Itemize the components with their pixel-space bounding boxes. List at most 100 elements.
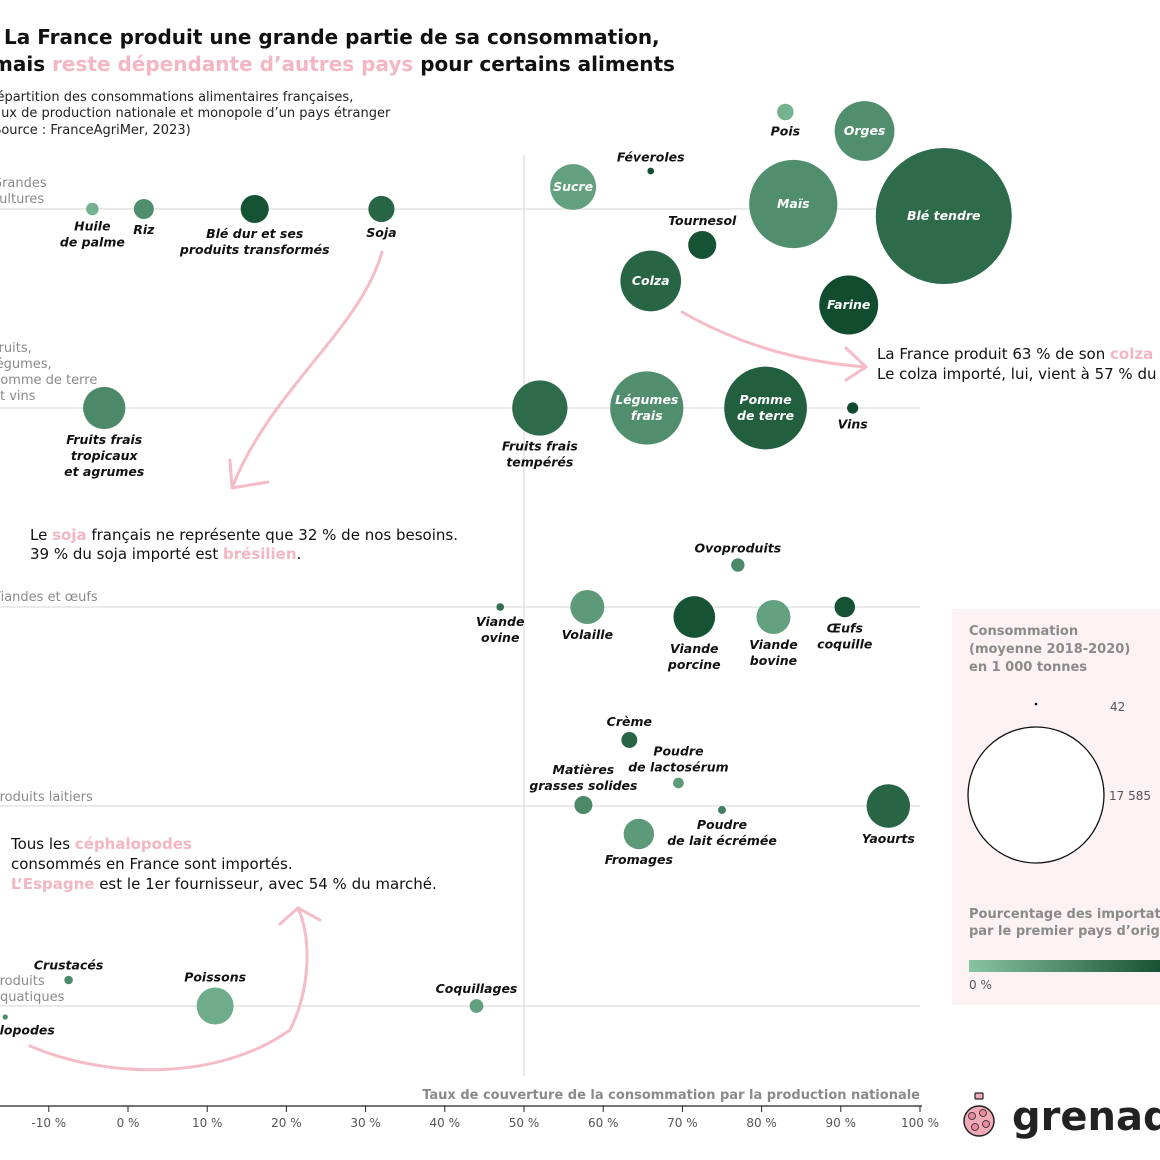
- colza-arrow: [680, 310, 868, 369]
- cephalo-annotation-line3-end: est le 1er fournisseur, avec 54 % du mar…: [94, 875, 436, 893]
- bubble-circle-colza: [620, 250, 682, 312]
- colza-annotation-highlight: colza: [1110, 345, 1153, 363]
- bubble-label-tournesol: Tournesol: [668, 213, 737, 228]
- x-tick-label: 30 %: [350, 1116, 381, 1130]
- bubble-circle-crustaces: [64, 975, 73, 985]
- bubble-label-poudre-de-lactoserum: de lactosérum: [628, 760, 728, 775]
- colza-annotation-line1: La France produit 63 % de son colza: [877, 345, 1153, 363]
- bubble-label-viande-porcine: Viande: [670, 641, 719, 656]
- cephalo-annotation-line3: L’Espagne est le 1er fournisseur, avec 5…: [11, 875, 437, 893]
- bubble-vins: Vins: [838, 402, 868, 432]
- x-tick-label: 20 %: [271, 1116, 302, 1130]
- bubble-circle-viande-porcine: [673, 596, 716, 638]
- bubble-label-matieres-grasses-solides: Matières: [553, 762, 615, 777]
- bubble-circle-matieres-grasses-solides: [574, 795, 593, 815]
- bubble-circle-orges: [834, 101, 895, 161]
- legend-color-title-line1: Pourcentage des importations: [969, 907, 1160, 922]
- bubble-label-viande-ovine: ovine: [481, 630, 519, 645]
- cephalo-annotation-line1-start: Tous les: [10, 835, 75, 853]
- colza-annotation-line1-start: La France produit 63 % de son: [877, 345, 1110, 363]
- group-label-fruits: et vins: [0, 389, 36, 404]
- soja-annotation-highlight: soja: [52, 526, 87, 544]
- bubble-label-poudre-de-lactoserum: Poudre: [653, 744, 703, 759]
- brand-logo: grenadine: [963, 1092, 1160, 1140]
- bubble-label-viande-porcine: porcine: [667, 657, 721, 672]
- subtitle-line2: taux de production nationale et monopole…: [0, 106, 391, 121]
- bubble-label-viande-bovine: Viande: [749, 637, 798, 652]
- group-label-grandes: cultures: [0, 192, 44, 207]
- bubble-label-yaourts: Yaourts: [862, 831, 915, 846]
- bubble-circle-viande-bovine: [756, 599, 791, 635]
- bubble-cephalopodes: Céphalopodes: [0, 1014, 55, 1038]
- bubble-label-oeufs-coquille: Œufs: [827, 620, 863, 635]
- bubble-circle-poissons: [196, 987, 234, 1025]
- bubble-yaourts: Yaourts: [862, 784, 915, 846]
- bubble-circle-farine: [819, 275, 879, 335]
- bubble-label-legumes-frais: frais: [631, 408, 663, 423]
- bubble-circle-fromages: [623, 818, 655, 850]
- x-tick-label: 90 %: [826, 1116, 857, 1130]
- bubble-creme: Crème: [607, 714, 652, 748]
- x-tick-label: 50 %: [509, 1116, 540, 1130]
- soja-annotation-line1-start: Le: [30, 526, 52, 544]
- bubble-soja: Soja: [366, 195, 397, 240]
- x-tick-label: 0 %: [117, 1116, 140, 1130]
- bubble-label-viande-ovine: Viande: [476, 614, 525, 629]
- bubble-circle-yaourts: [866, 784, 911, 828]
- bubble-label-feveroles: Féveroles: [617, 150, 685, 165]
- bubble-coquillages: Coquillages: [436, 981, 517, 1013]
- bubble-tournesol: Tournesol: [668, 213, 737, 260]
- bubble-label-fruits-frais-tropicaux-et-agrumes: Fruits frais: [66, 432, 142, 447]
- bubble-ble-tendre: Blé tendre: [875, 148, 1012, 284]
- bubble-circle-ble-tendre: [875, 148, 1012, 284]
- bubble-circle-ovoproduits: [731, 558, 745, 572]
- group-label-aquatiques: Produits: [0, 974, 45, 989]
- bubble-label-fruits-frais-temperes: Fruits frais: [502, 439, 578, 454]
- soja-annotation-line2: 39 % du soja importé est brésilien.: [30, 545, 301, 563]
- brand-name: grenadine: [1012, 1094, 1160, 1140]
- cephalo-annotation-line1: Tous les céphalopodes: [10, 835, 192, 853]
- legend-size-title-line1: Consommation: [969, 624, 1078, 639]
- legend-size-min-label: 42: [1110, 700, 1125, 714]
- bubble-label-cephalopodes: Céphalopodes: [0, 1023, 55, 1038]
- bubble-label-vins: Vins: [838, 417, 868, 432]
- bubble-circle-sucre: [550, 164, 597, 210]
- bubble-label-farine: Farine: [827, 297, 870, 312]
- bubble-label-volaille: Volaille: [562, 627, 613, 642]
- bubble-circle-riz: [133, 199, 154, 219]
- bubble-label-fruits-frais-tropicaux-et-agrumes: tropicaux: [71, 448, 139, 463]
- bubble-label-huile-de-palme: Huile: [74, 218, 110, 233]
- soja-annotation-country: brésilien: [223, 545, 297, 563]
- bubble-poissons: Poissons: [184, 970, 246, 1025]
- bubble-circle-creme: [621, 732, 638, 748]
- bubble-circle-vins: [847, 402, 859, 414]
- bubble-label-matieres-grasses-solides: grasses solides: [529, 778, 637, 793]
- group-label-laitiers: Produits laitiers: [0, 790, 93, 805]
- bubble-circle-oeufs-coquille: [834, 596, 856, 618]
- bubble-fromages: Fromages: [605, 818, 673, 867]
- bubble-label-mais: Maïs: [777, 196, 810, 211]
- x-axis: -10 % 0 % 10 % 20 % 30 % 40 % 50 % 60 % 70 % 80 %…: [0, 1088, 939, 1130]
- subtitle-line1: Répartition des consommations alimentair…: [0, 90, 353, 105]
- grenade-icon: [963, 1092, 995, 1137]
- legend-size-max-label: 17 585: [1109, 789, 1151, 803]
- bubble-circle-mais: [749, 159, 838, 249]
- bubble-circle-ble-dur-et-ses-produits-transformes: [240, 194, 269, 224]
- bubble-label-poudre-de-lait-ecremee: de lait écrémée: [667, 833, 777, 848]
- subtitle-source: (Source : FranceAgriMer, 2023): [0, 123, 191, 138]
- group-label-aquatiques: aquatiques: [0, 990, 65, 1005]
- legend: Consommation (moyenne 2018-2020) en 1 00…: [952, 609, 1160, 1005]
- bubble-label-crustaces: Crustacés: [34, 958, 103, 973]
- legend-size-title-line3: en 1 000 tonnes: [969, 660, 1087, 675]
- bubble-label-fromages: Fromages: [605, 852, 673, 867]
- legend-size-min-circle: [1034, 702, 1038, 706]
- bubble-label-ble-tendre: Blé tendre: [907, 208, 981, 223]
- bubble-farine: Farine: [819, 275, 879, 335]
- bubble-circle-poudre-de-lait-ecremee: [718, 806, 726, 814]
